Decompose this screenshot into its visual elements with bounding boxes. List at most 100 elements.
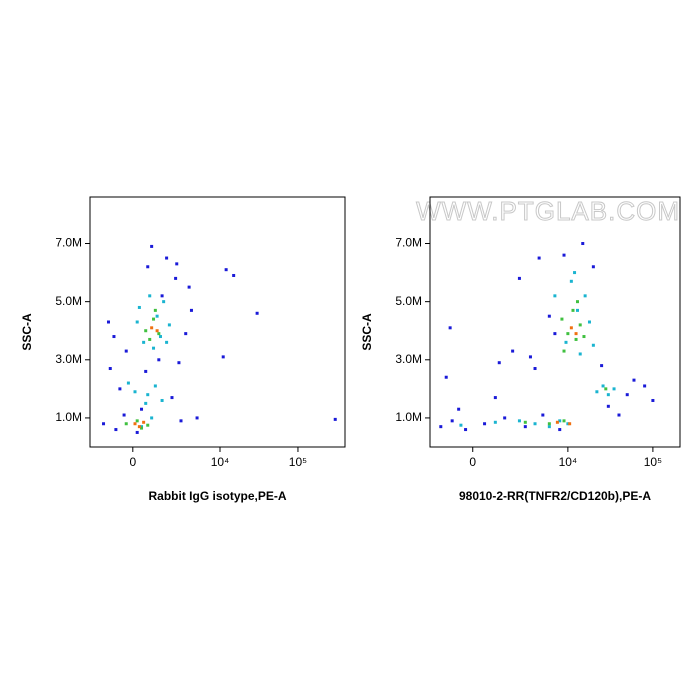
y-tick-label: 5.0M <box>55 294 82 308</box>
point <box>457 407 461 411</box>
point <box>575 308 579 312</box>
point <box>114 428 118 432</box>
point <box>493 420 497 424</box>
point <box>444 375 448 379</box>
y-tick-label: 7.0M <box>55 236 82 250</box>
watermark: WWW.PTGLAB.COM <box>416 196 680 226</box>
point <box>155 314 159 318</box>
point <box>448 326 452 330</box>
point <box>144 401 148 405</box>
point <box>135 419 139 423</box>
point <box>553 294 557 298</box>
point <box>547 314 551 318</box>
point <box>578 352 582 356</box>
point <box>632 378 636 382</box>
point <box>184 332 188 336</box>
point <box>566 422 570 426</box>
point <box>517 276 521 280</box>
point <box>571 308 575 312</box>
point <box>601 384 605 388</box>
point <box>158 335 162 339</box>
point <box>583 294 587 298</box>
point <box>643 384 647 388</box>
point <box>118 387 122 391</box>
point <box>142 420 146 424</box>
point <box>541 413 545 417</box>
point <box>591 343 595 347</box>
point <box>558 428 562 432</box>
point <box>600 364 604 368</box>
point <box>562 253 566 257</box>
point <box>547 425 551 429</box>
point <box>175 262 179 266</box>
y-axis-label: SSC-A <box>360 313 374 351</box>
point <box>189 308 193 312</box>
point <box>165 256 169 260</box>
point <box>179 419 183 423</box>
point <box>573 271 577 275</box>
point <box>150 326 154 330</box>
point <box>333 417 337 421</box>
point <box>533 422 537 426</box>
point <box>450 419 454 423</box>
point <box>517 419 521 423</box>
point <box>547 422 551 426</box>
point <box>152 317 156 321</box>
point <box>511 349 515 353</box>
point <box>150 416 154 420</box>
point <box>255 311 259 315</box>
point <box>160 294 164 298</box>
point <box>174 276 178 280</box>
y-axis-label: SSC-A <box>20 313 34 351</box>
point <box>165 340 169 344</box>
point <box>146 265 150 269</box>
point <box>651 398 655 402</box>
point <box>562 419 566 423</box>
point <box>497 361 501 365</box>
point <box>157 332 161 336</box>
point <box>232 273 236 277</box>
point <box>533 367 537 371</box>
point <box>195 416 199 420</box>
x-tick-label: 10⁴ <box>211 455 230 469</box>
point <box>135 430 139 434</box>
point <box>135 320 139 324</box>
x-tick-label: 10⁵ <box>289 455 307 469</box>
y-tick-label: 7.0M <box>395 236 422 250</box>
plot-frame <box>89 196 346 448</box>
point <box>569 279 573 283</box>
point <box>155 329 159 333</box>
point <box>133 422 137 426</box>
x-axis-label: Rabbit IgG isotype,PE-A <box>148 489 286 503</box>
point <box>112 335 116 339</box>
x-tick-label: 10⁵ <box>644 455 662 469</box>
point <box>157 358 161 362</box>
point <box>606 393 610 397</box>
point <box>133 390 137 394</box>
point <box>523 425 527 429</box>
point <box>459 423 463 427</box>
point <box>146 393 150 397</box>
point <box>575 300 579 304</box>
point <box>439 425 443 429</box>
point <box>170 396 174 400</box>
plot-frame <box>429 196 681 448</box>
point <box>148 294 152 298</box>
point <box>137 425 141 429</box>
x-tick-label: 0 <box>129 455 136 469</box>
point <box>153 308 157 312</box>
point <box>144 369 148 373</box>
point <box>604 387 608 391</box>
point <box>137 305 141 309</box>
y-tick-label: 3.0M <box>395 352 422 366</box>
point <box>558 419 562 423</box>
point <box>537 256 541 260</box>
point <box>553 332 557 336</box>
y-tick-label: 5.0M <box>395 294 422 308</box>
point <box>106 320 110 324</box>
point <box>160 398 164 402</box>
y-tick-label: 1.0M <box>395 410 422 424</box>
point <box>560 317 564 321</box>
point <box>555 420 559 424</box>
point <box>464 428 468 432</box>
